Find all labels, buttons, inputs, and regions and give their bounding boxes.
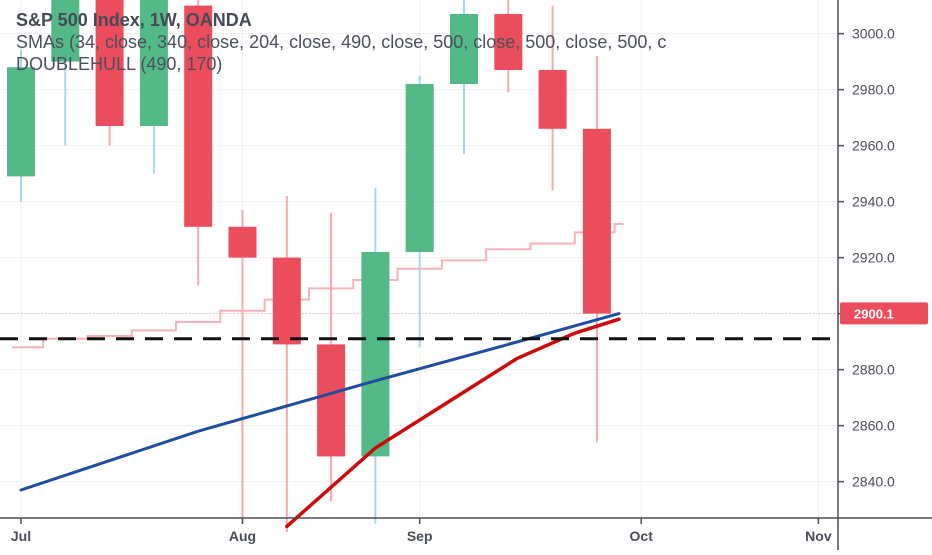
blue-line: [19, 312, 621, 492]
time-tick-label: Jul: [11, 528, 31, 544]
candle-body: [228, 226, 257, 258]
price-tick-label: 2940.0: [852, 194, 895, 210]
candle-down: [272, 196, 301, 532]
candle-body: [184, 5, 213, 227]
candle-down: [494, 0, 523, 93]
candle-down: [538, 5, 567, 191]
doublehull-legend: DOUBLEHULL (490, 170): [16, 54, 223, 74]
price-tick-label: 3000.0: [852, 26, 895, 42]
candle-body: [450, 14, 478, 84]
price-tick-label: 2840.0: [852, 474, 895, 490]
time-tick-label: Sep: [407, 528, 433, 544]
candle-body: [582, 128, 611, 314]
candle-up: [51, 0, 80, 146]
candle-up: [361, 187, 390, 524]
candle-down: [95, 0, 124, 146]
candle-body: [7, 67, 35, 177]
price-axis[interactable]: 2840.02860.02880.02900.02920.02940.02960…: [837, 0, 932, 550]
candle-up: [405, 75, 434, 348]
last-price-badge-bg: [840, 302, 928, 325]
candles[interactable]: [7, 0, 611, 532]
candle-body: [95, 0, 124, 126]
red-line: [285, 317, 621, 529]
candle-body: [51, 0, 80, 62]
candle-down: [228, 210, 257, 524]
candle-down: [317, 212, 346, 502]
sma-line: [12, 223, 624, 349]
sma-legend: SMAs (34, close, 340, close, 204, close,…: [16, 32, 667, 52]
last-price-badge: 2900.1: [840, 302, 928, 325]
price-tick-label: 2880.0: [852, 362, 895, 378]
price-tick-label: 2960.0: [852, 138, 895, 154]
price-tick-label: 2920.0: [852, 250, 895, 266]
time-tick-label: Nov: [805, 528, 832, 544]
candle-body: [317, 344, 346, 457]
price-tick-label: 2980.0: [852, 82, 895, 98]
time-tick-label: Aug: [229, 528, 256, 544]
last-price-label: 2900.1: [854, 306, 894, 321]
price-axis-bg: [838, 0, 932, 550]
indicator-lines: [19, 312, 621, 529]
candle-down: [184, 0, 213, 286]
time-axis[interactable]: Jul Aug Sep Oct Nov: [0, 517, 932, 544]
candle-body: [139, 0, 168, 126]
candle-body: [405, 84, 434, 252]
candle-body: [272, 257, 301, 345]
candle-body: [361, 252, 390, 457]
time-tick-label: Oct: [630, 528, 654, 544]
candle-up: [7, 50, 35, 202]
chart-legend: S&P 500 Index, 1W, OANDA SMAs (34, close…: [16, 9, 836, 75]
price-tick-label: 2860.0: [852, 418, 895, 434]
candle-up: [139, 0, 168, 174]
sma-layer: [12, 223, 624, 349]
chart-title: S&P 500 Index, 1W, OANDA: [16, 10, 252, 30]
candle-down: [582, 56, 611, 443]
candle-body: [494, 14, 523, 70]
candle-up: [450, 0, 478, 154]
candle-body: [538, 70, 567, 129]
